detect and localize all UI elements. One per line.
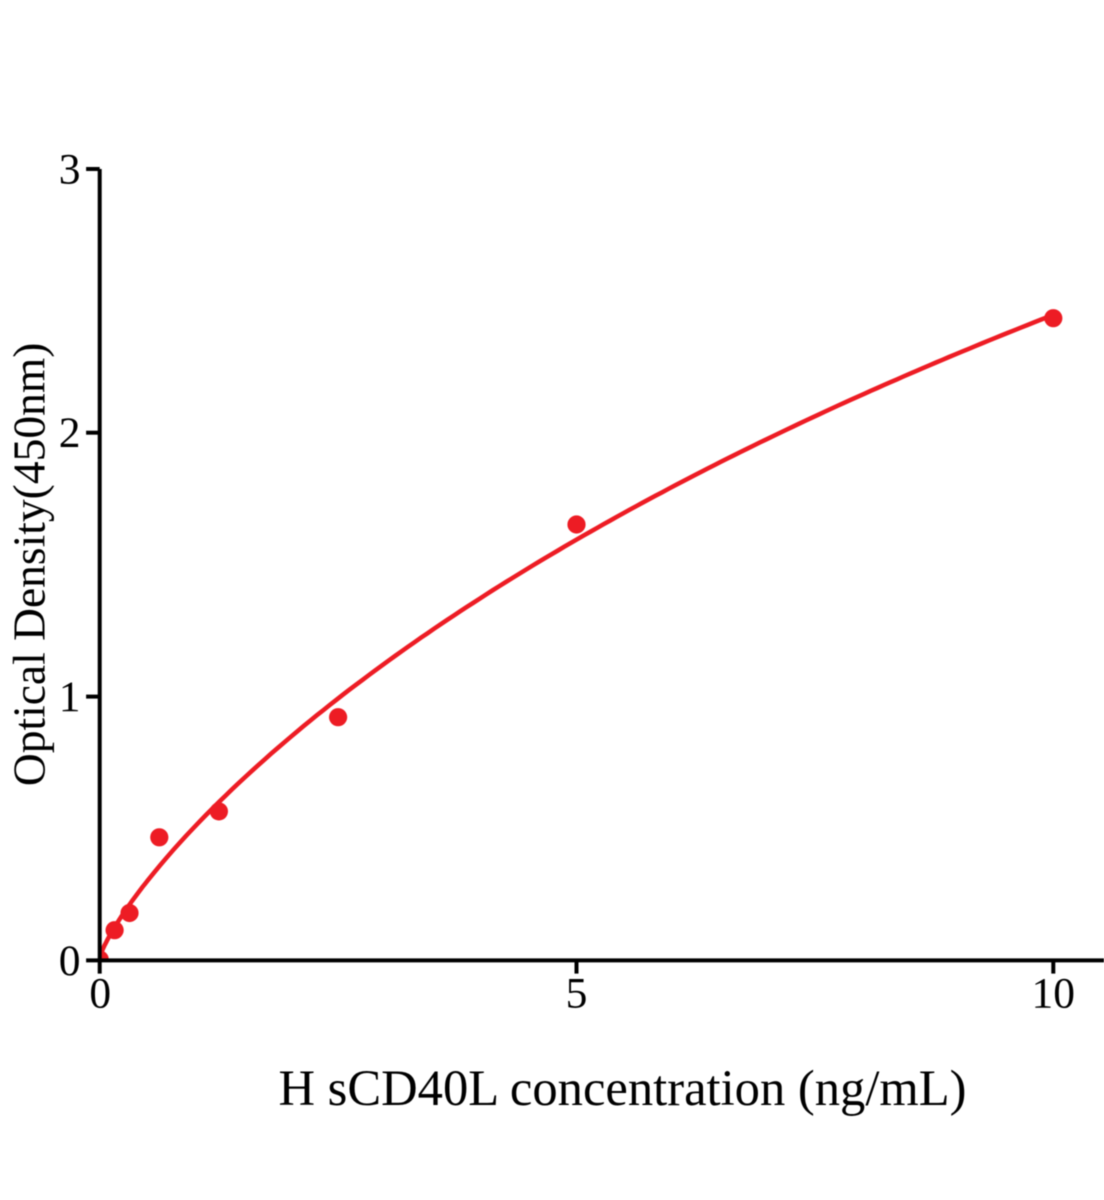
svg-text:H sCD40L concentration (ng/mL): H sCD40L concentration (ng/mL)	[278, 1060, 966, 1116]
svg-text:5: 5	[566, 970, 588, 1018]
svg-text:Optical Density(450nm): Optical Density(450nm)	[4, 343, 55, 787]
svg-text:0: 0	[89, 970, 111, 1018]
svg-text:3: 3	[59, 145, 81, 193]
svg-text:10: 10	[1032, 970, 1076, 1018]
svg-text:0: 0	[59, 937, 81, 985]
svg-text:1: 1	[59, 673, 81, 721]
svg-text:2: 2	[59, 409, 81, 457]
